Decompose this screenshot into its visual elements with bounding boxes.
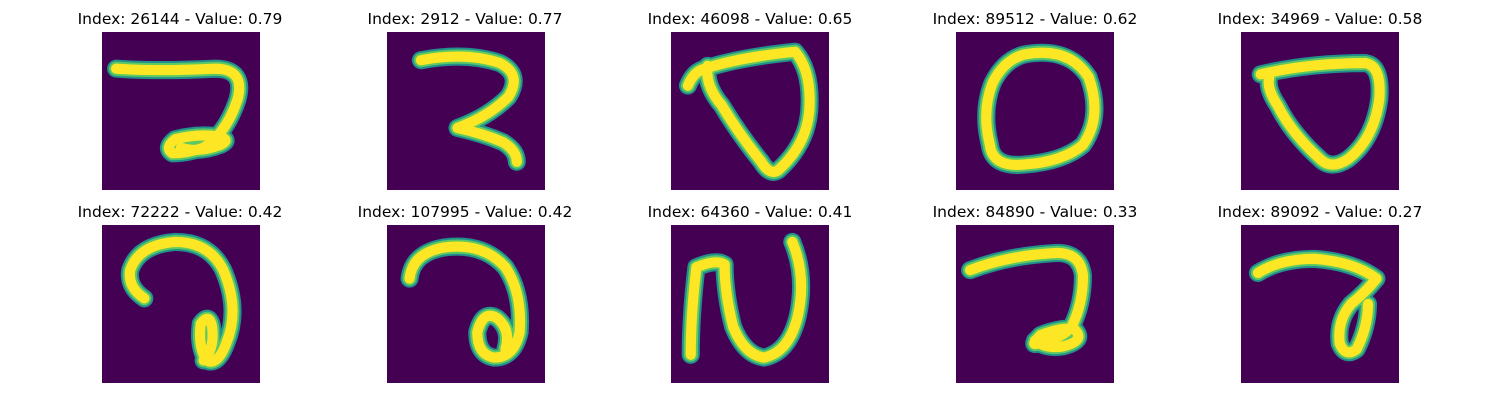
panel-9: Index: 84890 - Value: 0.33 <box>885 203 1185 393</box>
digit-stroke <box>124 236 238 367</box>
digit-stroke <box>682 46 815 177</box>
digit-glyph <box>387 32 545 190</box>
digit-glyph <box>387 225 545 383</box>
digit-image <box>671 32 829 190</box>
panel-title: Index: 64360 - Value: 0.41 <box>647 203 853 221</box>
digit-image <box>387 225 545 383</box>
digit-glyph <box>102 32 260 190</box>
digit-image <box>1241 225 1399 383</box>
panel-title: Index: 89092 - Value: 0.27 <box>1217 203 1423 221</box>
panel-title: Index: 2912 - Value: 0.77 <box>367 10 563 28</box>
digit-glyph <box>956 225 1114 383</box>
digit-stroke <box>981 47 1100 170</box>
digit-glyph <box>1241 225 1399 383</box>
panel-title: Index: 34969 - Value: 0.58 <box>1217 10 1423 28</box>
digit-image <box>671 225 829 383</box>
panel-title: Index: 89512 - Value: 0.62 <box>932 10 1138 28</box>
digit-stroke <box>965 247 1089 353</box>
digit-glyph <box>671 225 829 383</box>
digit-stroke <box>415 51 522 167</box>
digit-image <box>956 32 1114 190</box>
digit-glyph <box>956 32 1114 190</box>
digit-image <box>102 32 260 190</box>
panel-7: Index: 107995 - Value: 0.42 <box>315 203 615 393</box>
panel-2: Index: 2912 - Value: 0.77 <box>315 10 615 200</box>
digit-stroke <box>1255 57 1385 170</box>
digit-image <box>387 32 545 190</box>
digit-image <box>956 225 1114 383</box>
panel-10: Index: 89092 - Value: 0.27 <box>1170 203 1470 393</box>
panel-title: Index: 26144 - Value: 0.79 <box>77 10 283 28</box>
panel-3: Index: 46098 - Value: 0.65 <box>600 10 900 200</box>
digit-glyph <box>102 225 260 383</box>
panel-title: Index: 46098 - Value: 0.65 <box>647 10 853 28</box>
panel-1: Index: 26144 - Value: 0.79 <box>30 10 330 200</box>
digit-stroke <box>404 241 526 363</box>
digit-stroke <box>1252 253 1382 358</box>
digit-glyph <box>671 32 829 190</box>
digit-image <box>102 225 260 383</box>
panel-4: Index: 89512 - Value: 0.62 <box>885 10 1185 200</box>
digit-stroke <box>685 236 807 363</box>
panel-5: Index: 34969 - Value: 0.58 <box>1170 10 1470 200</box>
digit-glyph <box>1241 32 1399 190</box>
panel-8: Index: 64360 - Value: 0.41 <box>600 203 900 393</box>
panel-title: Index: 107995 - Value: 0.42 <box>357 203 573 221</box>
panel-6: Index: 72222 - Value: 0.42 <box>30 203 330 393</box>
panel-title: Index: 72222 - Value: 0.42 <box>77 203 283 221</box>
digit-image <box>1241 32 1399 190</box>
panel-title: Index: 84890 - Value: 0.33 <box>932 203 1138 221</box>
digit-stroke <box>111 63 245 159</box>
